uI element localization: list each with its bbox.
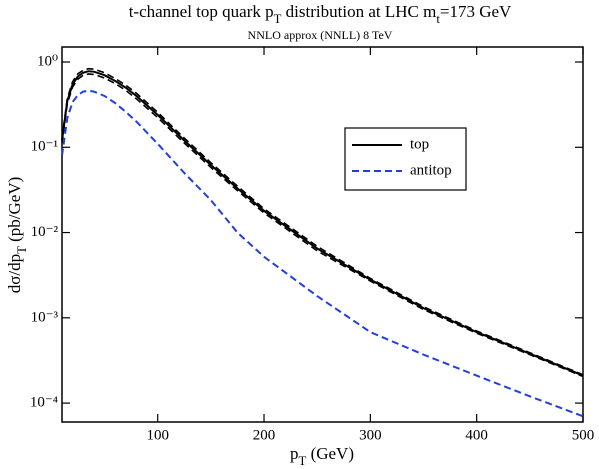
y-tick-label: 10⁰ bbox=[37, 53, 58, 69]
y-tick-label: 10⁻¹ bbox=[31, 139, 58, 155]
x-tick-label: 100 bbox=[146, 427, 169, 443]
label-part: t-channel top quark p bbox=[129, 2, 274, 21]
label-part: p bbox=[290, 444, 299, 463]
chart-subtitle: NNLO approx (NNLL) 8 TeV bbox=[248, 28, 393, 42]
series-line bbox=[61, 70, 584, 377]
band-upper bbox=[61, 67, 584, 376]
y-tick-label: 10⁻² bbox=[31, 224, 59, 240]
legend-label: top bbox=[410, 136, 429, 152]
label-part: dσ/dp bbox=[5, 254, 24, 293]
label-part: t bbox=[436, 12, 440, 26]
x-axis-label: pT (GeV) bbox=[290, 444, 354, 468]
chart-title: t-channel top quark pT distribution at L… bbox=[129, 2, 512, 26]
x-tick-label: 300 bbox=[359, 427, 382, 443]
legend-label: antitop bbox=[410, 162, 452, 178]
y-axis-label: dσ/dpT (pb/GeV) bbox=[5, 177, 29, 294]
series-line bbox=[61, 89, 584, 418]
label-part: T bbox=[274, 12, 282, 26]
label-part: (GeV) bbox=[306, 444, 354, 463]
band-lower bbox=[61, 73, 584, 378]
x-tick-label: 200 bbox=[253, 427, 276, 443]
label-part: distribution at LHC m bbox=[281, 2, 436, 21]
label-part: T bbox=[15, 246, 29, 254]
label-part: =173 GeV bbox=[440, 2, 512, 21]
legend: top antitop bbox=[344, 127, 467, 191]
x-tick-label: 400 bbox=[465, 427, 488, 443]
plot-frame bbox=[61, 46, 584, 423]
y-tick-label: 10⁻⁴ bbox=[30, 395, 58, 411]
x-tick-label: 500 bbox=[572, 427, 595, 443]
label-part: (pb/GeV) bbox=[5, 177, 24, 246]
legend-box bbox=[344, 127, 467, 191]
label-part: T bbox=[299, 454, 307, 468]
y-tick-label: 10⁻³ bbox=[31, 309, 59, 325]
